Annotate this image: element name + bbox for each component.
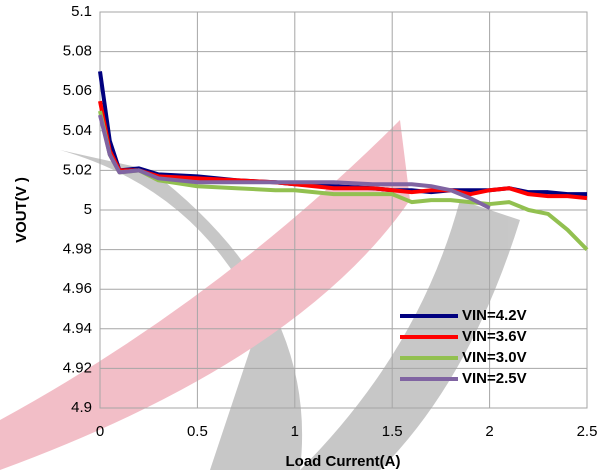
y-tick-label: 4.9 [71,399,92,416]
x-axis-title: Load Current(A) [286,453,401,470]
legend-label: VIN=3.0V [462,349,527,366]
y-tick-label: 5.1 [71,3,92,20]
x-tick-label: 0 [96,423,104,440]
y-tick-label: 5.02 [63,161,92,178]
y-tick-label: 5 [84,201,92,218]
y-tick-label: 5.06 [63,82,92,99]
plot-border [99,11,588,409]
y-tick-label: 5.08 [63,43,92,60]
y-tick-label: 4.96 [63,280,92,297]
series-line [98,114,491,210]
legend: VIN=4.2V VIN=3.6V VIN=3.0V VIN=2.5V [400,307,527,387]
x-tick-label: 0.5 [187,423,208,440]
y-tick-label: 4.94 [63,320,92,337]
legend-label: VIN=4.2V [462,307,527,324]
y-axis-title: VOUT(V ) [13,177,30,243]
y-tick-label: 4.98 [63,241,92,258]
x-tick-label: 2 [485,423,493,440]
x-tick-label: 1 [291,423,299,440]
y-tick-label: 5.04 [63,122,92,139]
x-tick-label: 1.5 [382,423,403,440]
x-tick-label: 2.5 [577,423,598,440]
legend-label: VIN=3.6V [462,328,527,345]
watermark-shape [0,120,410,470]
legend-label: VIN=2.5V [462,370,527,387]
watermark-shape [60,150,303,470]
y-tick-label: 4.92 [63,359,92,376]
